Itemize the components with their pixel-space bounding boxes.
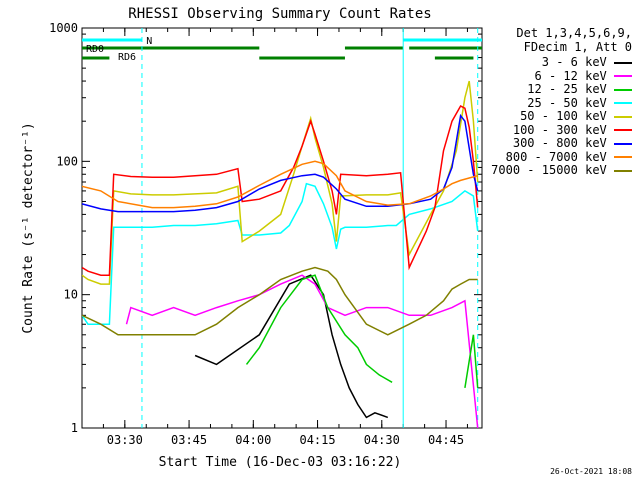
legend-swatch (614, 169, 632, 172)
x-tick-label: 03:30 (107, 433, 143, 447)
series-line-2 (464, 334, 479, 389)
legend-label: 3 - 6 keV (541, 55, 614, 69)
series-line-4 (82, 80, 479, 285)
legend-header-line-1: Det 1,3,4,5,6,9, (516, 26, 632, 40)
chart-title: RHESSI Observing Summary Count Rates (128, 6, 431, 22)
timestamp-stamp: 26-Oct-2021 18:08 (550, 467, 632, 476)
legend-entry: 100 - 300 keV (513, 124, 632, 136)
plot-frame (81, 27, 483, 429)
legend-swatch (614, 88, 632, 91)
x-tick-label: 04:45 (428, 433, 464, 447)
legend-swatch (614, 75, 632, 77)
x-tick-label: 03:45 (171, 433, 207, 447)
legend-entry: 50 - 100 keV (520, 110, 632, 122)
x-tick-label: 04:00 (235, 433, 271, 447)
legend-swatch (614, 156, 632, 158)
legend-entry: 12 - 25 keV (527, 83, 632, 95)
series-line-6 (82, 113, 479, 213)
rd0-label: RD0 (86, 44, 104, 55)
legend-swatch (614, 102, 632, 104)
series-line-7 (82, 160, 478, 209)
legend-entry: 6 - 12 keV (535, 70, 632, 82)
x-axis-label: Start Time (16-Dec-03 03:16:22) (159, 455, 402, 470)
series-lines (82, 80, 479, 428)
series-line-2 (245, 274, 393, 383)
x-tick-label: 04:15 (299, 433, 335, 447)
y-tick-label: 1000 (49, 21, 78, 35)
y-tick-label: 100 (56, 154, 78, 168)
legend-label: 12 - 25 keV (527, 82, 614, 96)
legend-entry: 300 - 800 keV (513, 137, 632, 149)
legend-entry: 7000 - 15000 keV (491, 164, 632, 176)
legend-entry: 3 - 6 keV (542, 56, 632, 68)
legend-swatch (614, 61, 632, 64)
legend-swatch (614, 142, 632, 145)
legend-label: 50 - 100 keV (520, 109, 614, 123)
legend-header-line-2: FDecim 1, Att 0 (523, 40, 632, 54)
series-line-8 (82, 266, 478, 336)
legend-swatch (614, 129, 632, 131)
series-line-3 (82, 182, 479, 325)
legend-entry: 800 - 7000 keV (506, 151, 632, 163)
axis-ticks: 1 10 100 1000 03:30 03:45 04:00 04:15 04:30 04:45 (49, 21, 482, 447)
x-tick-label: 04:30 (364, 433, 400, 447)
legend-label: 100 - 300 keV (512, 122, 614, 137)
legend-swatch (614, 115, 632, 118)
y-tick-label: 1 (71, 421, 78, 435)
series-line-5 (82, 104, 479, 276)
series-line-1 (125, 274, 479, 428)
legend-label: 6 - 12 keV (534, 68, 614, 83)
legend-entry: 25 - 50 keV (527, 97, 632, 109)
legend-label: 25 - 50 keV (527, 95, 614, 110)
legend-label: 7000 - 15000 keV (491, 163, 614, 177)
plot-border (81, 27, 483, 429)
rd6-label: RD6 (118, 52, 136, 63)
instrument-state-bars: RD0 RD6 N (82, 28, 482, 428)
series-line-0 (194, 274, 389, 419)
night-label: N (146, 36, 152, 47)
y-tick-label: 10 (64, 288, 78, 302)
legend-label: 800 - 7000 keV (505, 149, 614, 164)
legend-label: 300 - 800 keV (512, 136, 614, 150)
y-axis-label: Count Rate (s⁻¹ detector⁻¹) (21, 122, 36, 333)
